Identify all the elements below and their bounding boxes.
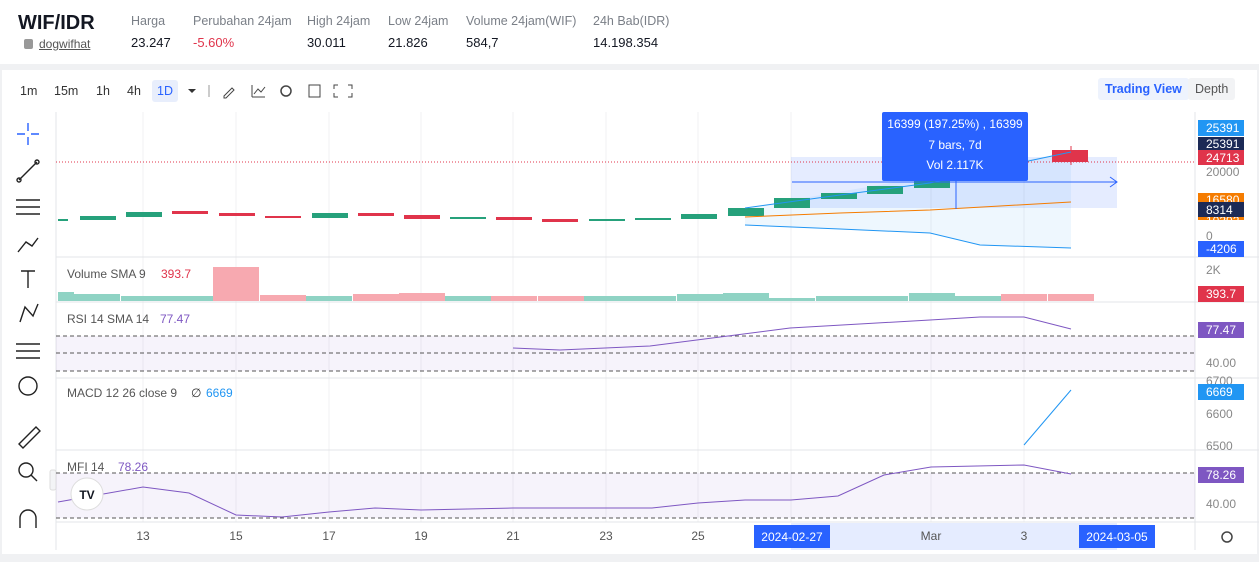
- pane-value: 78.26: [118, 460, 148, 474]
- rsi-line: [512, 316, 1072, 351]
- axis-label: 25391: [1206, 137, 1240, 151]
- x-label: 15: [229, 529, 243, 543]
- toolbar-icons: [188, 84, 353, 99]
- stat-label: Harga: [131, 14, 166, 28]
- header: WIF/IDR dogwifhat Harga 23.247 Perubahan …: [0, 0, 1259, 64]
- stat-label: Volume 24jam(WIF): [466, 14, 577, 28]
- pane-title: MACD 12 26 close 9: [67, 386, 177, 400]
- pair: WIF/IDR: [18, 12, 95, 34]
- stat: Low 24jam 21.826: [388, 14, 448, 50]
- coin-link[interactable]: dogwifhat: [24, 37, 90, 51]
- axis-label: 0: [1206, 229, 1213, 243]
- axis-label: 25391: [1206, 121, 1240, 135]
- pane-value: 393.7: [161, 267, 191, 281]
- axis-label: 8314: [1206, 203, 1233, 217]
- pane-value: 6669: [206, 386, 233, 400]
- axis-label: 393.7: [1206, 287, 1236, 301]
- settings-icon[interactable]: [1221, 531, 1233, 543]
- pane-title: Volume SMA 9: [67, 267, 146, 281]
- view-button[interactable]: Depth: [1188, 78, 1236, 100]
- axis-label: 40.00: [1206, 497, 1236, 511]
- stat: Volume 24jam(WIF) 584,7: [466, 14, 576, 50]
- toolbar: 1m 15m 1h 4h 1D Trading View Depth: [2, 78, 1257, 102]
- stat: Perubahan 24jam -5.60%: [193, 14, 292, 50]
- stat-value: 584,7: [466, 35, 499, 50]
- x-label: 25: [691, 529, 705, 543]
- pane-symbol: ∅: [191, 386, 201, 400]
- stat-label: 24h Bab(IDR): [593, 14, 670, 28]
- stat-label: Perubahan 24jam: [193, 14, 292, 28]
- interval[interactable]: 15m: [54, 84, 79, 98]
- drawing-tools: [16, 123, 41, 528]
- x-label: 2024-02-27: [761, 530, 823, 544]
- tooltip-line: 7 bars, 7d: [928, 138, 981, 152]
- axis-label: 40.00: [1206, 356, 1236, 370]
- mfi-line: [57, 464, 1072, 518]
- stat-value: 23.247: [131, 35, 171, 50]
- interval[interactable]: 4h: [127, 84, 141, 98]
- x-axis: 13 15 17 19 21 23 25 2024-02-27 Mar 3 20…: [136, 525, 1155, 548]
- stat-value: -5.60%: [193, 35, 235, 50]
- x-label: 13: [136, 529, 150, 543]
- stat-label: High 24jam: [307, 14, 371, 28]
- stat: 24h Bab(IDR) 14.198.354: [593, 14, 669, 50]
- x-label: Mar: [921, 529, 942, 543]
- stat-value: 14.198.354: [593, 35, 659, 50]
- axis-label: 77.47: [1206, 323, 1236, 337]
- svg-text:TV: TV: [79, 488, 94, 502]
- macd-line: [1023, 389, 1072, 446]
- stat-label: Low 24jam: [388, 14, 449, 28]
- ma-line: [744, 201, 1072, 218]
- axis-label: 20000: [1206, 165, 1240, 179]
- interval[interactable]: 1h: [96, 84, 110, 98]
- grid: [142, 112, 1025, 522]
- interval[interactable]: 1D: [152, 80, 178, 102]
- x-label: 17: [322, 529, 336, 543]
- axis-label: 6600: [1206, 407, 1233, 421]
- view-button[interactable]: Trading View: [1098, 78, 1189, 100]
- tooltip: [882, 112, 1028, 181]
- axis-label: 10392: [1206, 214, 1240, 228]
- x-label: 3: [1021, 529, 1028, 543]
- axis-label: 2K: [1206, 263, 1221, 277]
- stat-value: 30.011: [307, 35, 346, 50]
- interval[interactable]: 1m: [20, 84, 38, 98]
- axis-label: 6500: [1206, 439, 1233, 453]
- stat: High 24jam 30.011: [307, 14, 370, 50]
- pane-title: RSI 14 SMA 14: [67, 312, 149, 326]
- stat: Harga 23.247: [131, 14, 171, 50]
- axis-label: 6669: [1206, 385, 1233, 399]
- pane-separators: [56, 112, 1259, 550]
- band-lower: [744, 224, 1072, 249]
- x-label: 21: [506, 529, 520, 543]
- tooltip-line: Vol 2.117K: [926, 158, 983, 172]
- stat-value: 21.826: [388, 35, 428, 50]
- volume-bars: [58, 267, 1094, 301]
- axis-label: 24713: [1206, 151, 1240, 165]
- x-label: 23: [599, 529, 613, 543]
- axis-label: -4206: [1206, 242, 1237, 256]
- price-axis: 25391 25391 24713 20000 16580 10392 8314…: [1198, 120, 1244, 257]
- pane-title: MFI 14: [67, 460, 105, 474]
- pane-value: 77.47: [160, 312, 190, 326]
- candles: [58, 146, 1088, 222]
- tooltip-line: 16399 (197.25%) , 16399: [887, 117, 1023, 131]
- axis-label: 78.26: [1206, 468, 1236, 482]
- x-label: 2024-03-05: [1086, 530, 1148, 544]
- x-label: 19: [414, 529, 428, 543]
